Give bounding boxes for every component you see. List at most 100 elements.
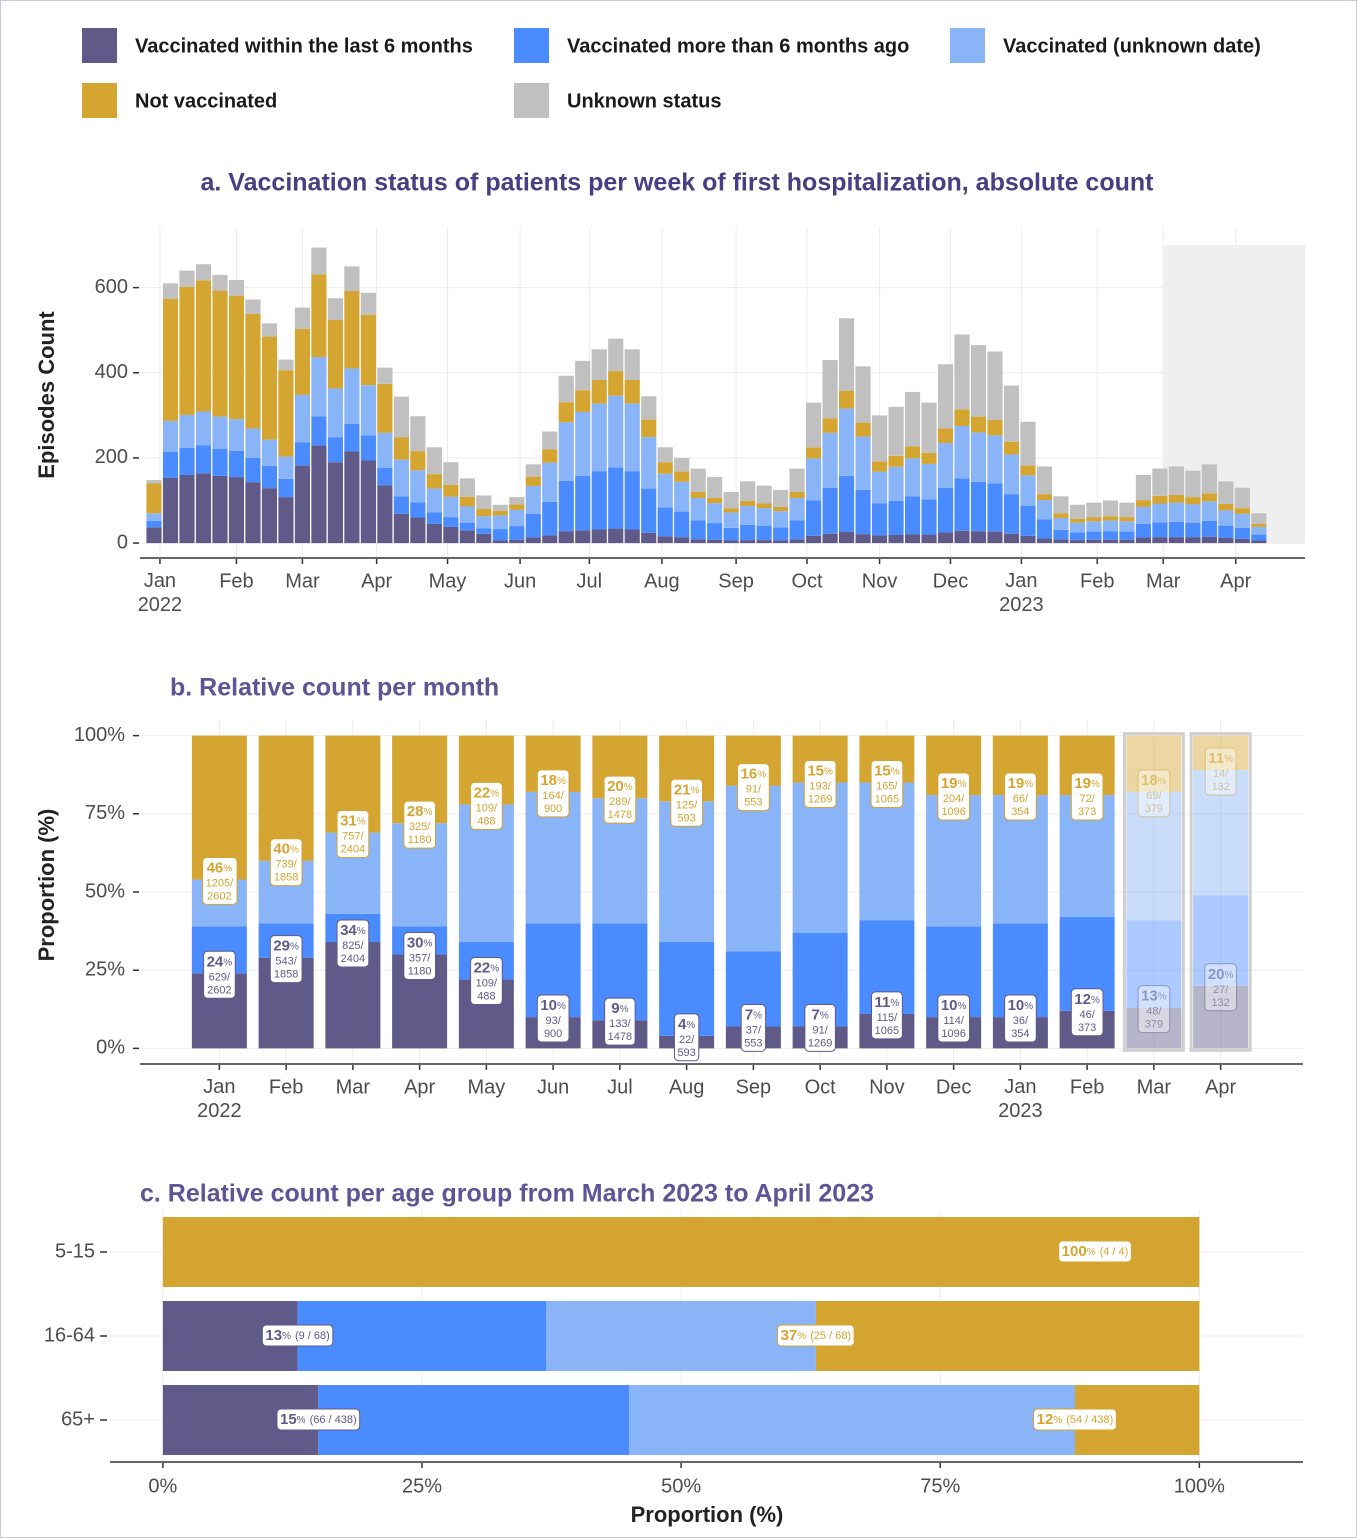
bar-segment <box>443 484 459 497</box>
bar-segment <box>1036 494 1053 501</box>
x-tick-label: Feb <box>269 1076 303 1098</box>
value-label: 19% <box>941 775 967 792</box>
bar-segment <box>146 480 162 484</box>
bar-segment <box>871 461 888 472</box>
x-tick-label: Nov <box>869 1076 905 1098</box>
bar-stack <box>1152 468 1168 544</box>
data-label: 18%164/900 <box>536 769 570 818</box>
bar-segment <box>360 314 376 386</box>
bar-stack <box>443 462 459 544</box>
label-box <box>1137 985 1171 1034</box>
bar-segment <box>725 785 781 952</box>
bar-segment <box>377 432 393 468</box>
x-tick-label: Aug <box>644 570 680 592</box>
value-label: 18% <box>540 772 566 789</box>
bar-segment <box>1201 501 1217 521</box>
bar-segment <box>1135 500 1151 507</box>
x-tick-label: Mar <box>336 1076 371 1098</box>
bar-segment <box>509 526 525 540</box>
data-label-text: 100% (4 / 4) <box>1062 1243 1129 1260</box>
value-label: 46% <box>207 859 233 876</box>
x-tick-label: Jan 2022 <box>197 1076 242 1122</box>
bar-segment <box>1020 505 1036 536</box>
count-label: 164/900 <box>542 790 564 815</box>
bar-stack <box>542 431 558 544</box>
bar-segment <box>822 360 838 419</box>
count-label: 165/1065 <box>875 780 899 805</box>
bar-segment <box>1003 454 1020 495</box>
bar-segment <box>839 390 855 409</box>
bar-segment <box>195 280 212 412</box>
label-box <box>1070 772 1104 821</box>
bar-segment <box>690 497 706 521</box>
bar-segment <box>871 503 888 536</box>
bar-segment <box>1218 510 1234 526</box>
bar-segment <box>509 497 525 505</box>
bar-segment <box>608 467 624 529</box>
bar-segment <box>377 485 393 544</box>
bar-segment <box>855 489 871 535</box>
bar-segment <box>492 540 508 544</box>
label-box <box>804 1003 836 1052</box>
bar-segment <box>970 432 987 482</box>
bar-segment <box>608 528 624 544</box>
label-box <box>336 810 370 858</box>
count-label: 72/373 <box>1078 793 1096 818</box>
label-box <box>203 950 236 999</box>
bar-segment <box>443 526 459 544</box>
value-label: 28% <box>407 803 433 820</box>
bar-segment <box>162 477 179 544</box>
bar-segment <box>195 411 212 446</box>
x-tick-label: Apr <box>361 570 392 592</box>
bar-segment <box>773 489 789 507</box>
bar-segment <box>641 396 657 420</box>
bar-segment <box>525 513 541 538</box>
value-label: 37% <box>781 1327 807 1344</box>
bar-stack <box>426 447 442 544</box>
y-tick-label: 400 <box>95 361 128 383</box>
bar-segment <box>278 359 294 371</box>
bar-stack <box>344 266 360 544</box>
bar-segment <box>525 486 541 514</box>
bar-segment <box>195 473 212 544</box>
y-axis-label: Episodes Count <box>34 311 59 479</box>
data-label: 11%14/132 <box>1204 747 1237 796</box>
bar-segment <box>789 468 805 492</box>
data-label: 15%193/1269 <box>803 760 837 808</box>
bar-stack <box>179 270 195 544</box>
bar-segment <box>476 533 492 544</box>
bar-segment <box>179 414 195 448</box>
bar-segment <box>970 531 987 544</box>
bar-segment <box>1053 539 1069 544</box>
bar-stack <box>245 299 261 544</box>
chart-title: a. Vaccination status of patients per we… <box>201 169 1155 197</box>
bar-segment <box>195 264 212 281</box>
bar-segment <box>1152 537 1168 544</box>
data-label: 22%109/488 <box>470 957 503 1005</box>
bar-segment <box>740 506 756 525</box>
bar-segment <box>822 487 838 534</box>
count-label: 91/553 <box>744 784 762 809</box>
count-label: (54 / 438) <box>1066 1414 1113 1426</box>
value-label: 24% <box>207 953 233 970</box>
bar-segment <box>1251 523 1267 527</box>
bar-segment <box>476 528 492 534</box>
bar-segment <box>459 522 475 531</box>
bar-segment <box>191 735 247 880</box>
count-label: 114/1096 <box>941 1015 965 1040</box>
bar-segment <box>228 279 245 296</box>
bar-segment <box>1152 495 1168 504</box>
legend-swatch <box>514 83 549 118</box>
count-label: 69/379 <box>1145 790 1163 815</box>
x-tick-label: Dec <box>936 1076 972 1098</box>
bar-segment <box>1003 441 1020 455</box>
label-box <box>536 994 570 1043</box>
bar-segment <box>542 501 558 536</box>
bar-segment <box>410 502 426 518</box>
bar-stack <box>1135 474 1151 544</box>
data-label: 13%48/379 <box>1137 985 1171 1034</box>
bar-segment <box>1152 522 1168 538</box>
bar-stack <box>1059 735 1115 1049</box>
bar-stack <box>294 307 311 544</box>
x-tick-label: Nov <box>862 570 898 592</box>
